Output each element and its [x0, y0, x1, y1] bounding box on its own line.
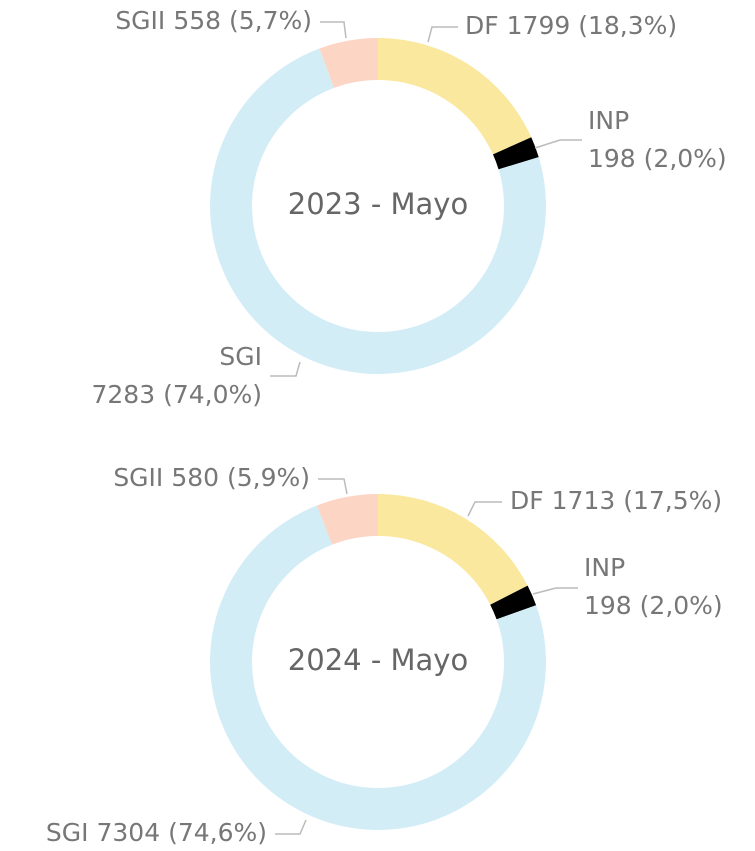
- category-name: DF: [465, 11, 499, 40]
- segment-label: SGI 7304 (74,6%): [46, 818, 267, 847]
- segment-label: DF 1713 (17,5%): [510, 486, 722, 515]
- category-name: SGI: [46, 818, 89, 847]
- leader-line: [318, 478, 348, 495]
- category-name: SGI: [219, 342, 262, 371]
- segment-label: INP 198 (2,0%): [588, 106, 727, 173]
- value-label: 7283 (74,0%): [92, 380, 263, 409]
- category-name: INP: [588, 106, 629, 135]
- value-label: 1713 (17,5%): [552, 486, 723, 515]
- category-name: INP: [584, 553, 625, 582]
- donut-segment: [316, 494, 378, 545]
- category-name: SGII: [113, 463, 163, 492]
- donut-segment: [378, 38, 532, 155]
- value-label: 1799 (18,3%): [507, 11, 678, 40]
- value-label: 7304 (74,6%): [97, 818, 268, 847]
- segment-label: DF 1799 (18,3%): [465, 11, 677, 40]
- leader-line: [427, 26, 458, 43]
- value-label: 198 (2,0%): [588, 144, 727, 173]
- segment-label: SGII 580 (5,9%): [113, 463, 310, 492]
- donut-segment: [490, 585, 537, 620]
- category-name: DF: [510, 486, 544, 515]
- chart-title: 2024 - Mayo: [288, 643, 468, 677]
- segment-label: SGII 558 (5,7%): [115, 6, 312, 35]
- chart-title: 2023 - Mayo: [288, 187, 468, 221]
- segment-label: SGI 7283 (74,0%): [92, 342, 263, 409]
- leader-line: [467, 501, 502, 517]
- donut-segment: [319, 38, 378, 88]
- donut-segment: [378, 494, 528, 605]
- leader-line: [275, 819, 307, 835]
- leader-line: [270, 361, 301, 377]
- leader-line: [320, 21, 347, 39]
- donut-segment: [492, 137, 539, 170]
- value-label: 580 (5,9%): [171, 463, 310, 492]
- value-label: 198 (2,0%): [584, 591, 723, 620]
- segment-label: INP 198 (2,0%): [584, 553, 723, 620]
- value-label: 558 (5,7%): [173, 6, 312, 35]
- leader-line: [532, 587, 578, 595]
- category-name: SGII: [115, 6, 165, 35]
- leader-line: [534, 139, 582, 149]
